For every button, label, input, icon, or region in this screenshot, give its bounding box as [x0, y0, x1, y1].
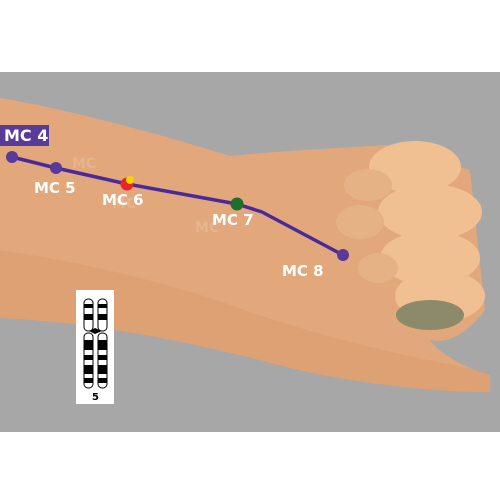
- mc7-point: [230, 197, 244, 211]
- chromosome-inset: 5: [76, 290, 114, 404]
- mc6-point-accent: [126, 176, 134, 184]
- finger-2: [378, 184, 482, 240]
- mc5-label: MC 5: [34, 179, 76, 197]
- fingers: [336, 141, 485, 330]
- mc4-point: [6, 151, 18, 163]
- fingernail: [396, 300, 464, 330]
- centromere: [89, 328, 102, 334]
- forearm-shading: [0, 250, 490, 392]
- mc7-label: MC 7: [212, 211, 254, 229]
- ghost-label-2: MC: [112, 196, 136, 212]
- chromosome-bands: [84, 304, 107, 383]
- ghost-label-1: MC: [72, 156, 96, 172]
- mc8-point: [337, 249, 349, 261]
- chromosome-number: 5: [92, 392, 99, 403]
- knuckle-3: [358, 253, 398, 283]
- knuckle-2: [336, 205, 384, 239]
- finger-1: [369, 141, 461, 193]
- knuckle-1: [344, 169, 392, 201]
- mc8-label: MC 8: [282, 262, 324, 280]
- mc4-label: MC 4: [4, 126, 48, 145]
- meridian-line: [11, 155, 344, 257]
- mc4-label-box: [0, 125, 49, 146]
- mc5-point: [50, 162, 62, 174]
- mc6-label: MC 6: [102, 191, 144, 209]
- ghost-label-3: MC: [195, 220, 219, 236]
- chromosome-box: [76, 290, 114, 404]
